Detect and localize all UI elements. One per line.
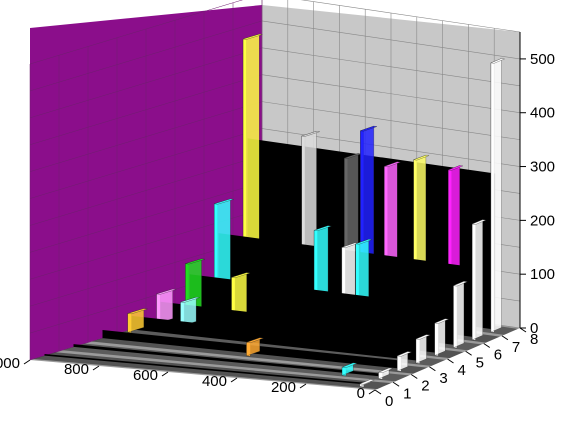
depth-tick-mark xyxy=(410,374,418,379)
bar-face-top xyxy=(180,297,200,303)
bar-face-top xyxy=(434,318,450,324)
bar-face-top xyxy=(231,272,251,278)
x-tick-label: 1000 xyxy=(0,355,20,372)
x-tick-mark xyxy=(230,377,238,383)
depth-tick-label: 1 xyxy=(403,385,411,402)
x-tick-label: 200 xyxy=(271,379,296,396)
depth-tick-mark xyxy=(429,366,436,372)
z-tick-label: 100 xyxy=(530,266,555,283)
bar-face-side xyxy=(453,281,465,348)
bar-face-top xyxy=(360,125,378,132)
row-bar-wall xyxy=(44,354,364,385)
bar-face-top xyxy=(127,308,148,315)
bar-face-top xyxy=(413,155,430,161)
z-tick-label: 0 xyxy=(530,320,538,337)
x-tick-mark xyxy=(92,365,100,371)
x-tick-label: 400 xyxy=(202,373,227,390)
depth-tick-mark xyxy=(447,358,454,364)
bar-face-top xyxy=(452,281,468,287)
x-tick-mark xyxy=(161,371,169,377)
bar-face-top xyxy=(156,288,177,295)
bar-face-top xyxy=(378,367,393,373)
x-tick-label: 600 xyxy=(133,367,158,384)
bar-face-top xyxy=(185,258,205,265)
bar-face-side xyxy=(472,219,483,340)
z-tick-label: 400 xyxy=(530,105,555,122)
bar-face-top xyxy=(243,33,263,40)
depth-tick-label: 6 xyxy=(494,347,502,364)
x-tick-label: 800 xyxy=(64,361,89,378)
bar-face-side xyxy=(490,58,502,333)
bar-face-top xyxy=(246,337,264,343)
bar-face-top xyxy=(415,334,431,340)
bar-face-side xyxy=(434,318,446,356)
depth-tick-label: 3 xyxy=(439,370,447,387)
row-bar-wall xyxy=(160,301,439,354)
x-tick-mark xyxy=(368,389,376,395)
bar-face-top xyxy=(490,58,506,64)
x-tick-mark xyxy=(23,359,31,365)
bar-face-top xyxy=(301,131,320,137)
row-bar-wall xyxy=(189,274,458,346)
depth-tick-mark xyxy=(465,350,472,356)
x-tick-mark xyxy=(299,383,307,389)
z-tick-label: 200 xyxy=(530,212,555,229)
depth-tick-mark xyxy=(374,389,382,395)
bar-face-top xyxy=(214,198,234,205)
bar-face-top xyxy=(447,165,464,171)
depth-tick-mark xyxy=(501,335,509,341)
depth-tick-label: 2 xyxy=(421,378,429,395)
bar-face-top xyxy=(344,153,362,159)
bar-face-top xyxy=(471,219,487,225)
depth-tick-label: 7 xyxy=(512,339,520,356)
bar-face-top xyxy=(355,239,373,245)
z-tick-label: 300 xyxy=(530,159,555,176)
depth-tick-label: 0 xyxy=(385,393,393,410)
x-tick-label: 0 xyxy=(357,385,365,402)
depth-tick-label: 4 xyxy=(458,362,466,379)
z-tick-label: 500 xyxy=(530,51,555,68)
row-bar-wall xyxy=(73,344,383,377)
depth-tick-mark xyxy=(519,327,527,333)
depth-tick-label: 5 xyxy=(476,354,484,371)
row-bar-wall xyxy=(131,315,421,361)
bar-face-top xyxy=(397,351,412,357)
bars xyxy=(44,33,506,388)
bar-face-top xyxy=(384,161,401,167)
bar-face-top xyxy=(314,225,332,231)
axes: 1000800600400200001234567801002003004005… xyxy=(0,32,555,410)
bar-face-top xyxy=(341,362,358,368)
depth-tick-mark xyxy=(392,381,400,387)
depth-tick-mark xyxy=(483,343,491,348)
bar-face-top xyxy=(359,379,375,385)
bar-face-top xyxy=(341,242,359,248)
depth-tick-label: 8 xyxy=(530,331,538,348)
